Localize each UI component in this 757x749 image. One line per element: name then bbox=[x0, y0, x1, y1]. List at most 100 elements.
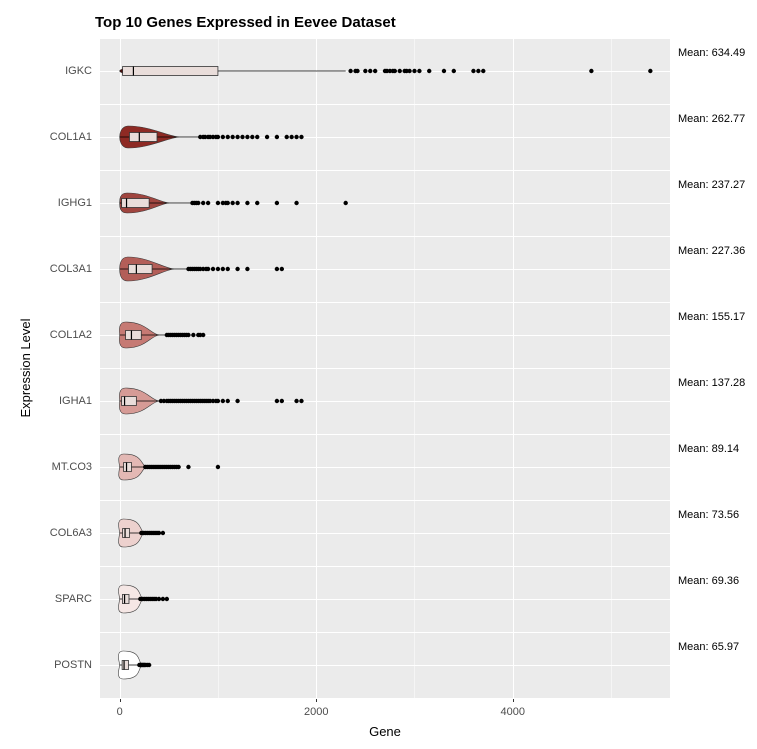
outlier-point bbox=[299, 399, 303, 403]
mean-annotation: Mean: 262.77 bbox=[678, 113, 745, 125]
violin-chart: Top 10 Genes Expressed in Eevee Dataset … bbox=[0, 0, 757, 749]
outlier-point bbox=[275, 201, 279, 205]
outlier-point bbox=[221, 399, 225, 403]
outlier-point bbox=[186, 333, 190, 337]
outlier-point bbox=[216, 267, 220, 271]
y-tick-label: COL1A2 bbox=[40, 329, 92, 341]
outlier-point bbox=[648, 69, 652, 73]
mean-annotation: Mean: 634.49 bbox=[678, 47, 745, 59]
gene-row bbox=[100, 104, 670, 170]
gene-row bbox=[100, 170, 670, 236]
outlier-point bbox=[235, 399, 239, 403]
outlier-point bbox=[289, 135, 293, 139]
box bbox=[123, 529, 130, 538]
outlier-point bbox=[589, 69, 593, 73]
outlier-point bbox=[196, 201, 200, 205]
y-tick-label: IGHA1 bbox=[40, 395, 92, 407]
x-axis-title: Gene bbox=[369, 724, 401, 739]
mean-annotation: Mean: 69.36 bbox=[678, 575, 739, 587]
outlier-point bbox=[275, 399, 279, 403]
box bbox=[122, 397, 137, 406]
outlier-point bbox=[265, 135, 269, 139]
outlier-point bbox=[255, 135, 259, 139]
outlier-point bbox=[157, 597, 161, 601]
outlier-point bbox=[275, 267, 279, 271]
box bbox=[122, 199, 150, 208]
y-tick-label: COL6A3 bbox=[40, 527, 92, 539]
box bbox=[126, 331, 142, 340]
outlier-point bbox=[211, 267, 215, 271]
outlier-point bbox=[427, 69, 431, 73]
box bbox=[122, 595, 129, 604]
outlier-point bbox=[275, 135, 279, 139]
outlier-point bbox=[221, 135, 225, 139]
outlier-point bbox=[368, 69, 372, 73]
outlier-point bbox=[245, 135, 249, 139]
x-tick-label: 0 bbox=[117, 706, 123, 718]
outlier-point bbox=[452, 69, 456, 73]
gene-row bbox=[100, 434, 670, 500]
outlier-point bbox=[471, 69, 475, 73]
outlier-point bbox=[398, 69, 402, 73]
gene-row bbox=[100, 368, 670, 434]
box bbox=[129, 133, 157, 142]
outlier-point bbox=[201, 201, 205, 205]
outlier-point bbox=[216, 399, 220, 403]
outlier-point bbox=[280, 267, 284, 271]
y-tick-label: SPARC bbox=[40, 593, 92, 605]
gene-row bbox=[100, 566, 670, 632]
outlier-point bbox=[161, 597, 165, 601]
y-axis-title: Expression Level bbox=[18, 319, 33, 418]
outlier-point bbox=[226, 135, 230, 139]
outlier-point bbox=[373, 69, 377, 73]
plot-panel bbox=[100, 38, 670, 698]
outlier-point bbox=[216, 135, 220, 139]
outlier-point bbox=[412, 69, 416, 73]
box bbox=[124, 463, 132, 472]
mean-annotation: Mean: 65.97 bbox=[678, 641, 739, 653]
outlier-point bbox=[157, 531, 161, 535]
outlier-point bbox=[165, 597, 169, 601]
gene-row bbox=[100, 302, 670, 368]
outlier-point bbox=[280, 399, 284, 403]
outlier-point bbox=[393, 69, 397, 73]
outlier-point bbox=[240, 135, 244, 139]
x-tick-label: 2000 bbox=[304, 706, 328, 718]
mean-annotation: Mean: 227.36 bbox=[678, 245, 745, 257]
outlier-point bbox=[250, 135, 254, 139]
gene-row bbox=[100, 38, 670, 104]
outlier-point bbox=[294, 135, 298, 139]
outlier-point bbox=[294, 399, 298, 403]
gene-row bbox=[100, 236, 670, 302]
outlier-point bbox=[216, 465, 220, 469]
outlier-point bbox=[206, 201, 210, 205]
outlier-point bbox=[417, 69, 421, 73]
y-tick-label: MT.CO3 bbox=[40, 461, 92, 473]
outlier-point bbox=[221, 267, 225, 271]
outlier-point bbox=[294, 201, 298, 205]
outlier-point bbox=[147, 663, 151, 667]
mean-annotation: Mean: 89.14 bbox=[678, 443, 739, 455]
y-tick-label: COL3A1 bbox=[40, 263, 92, 275]
y-tick-label: IGHG1 bbox=[40, 197, 92, 209]
outlier-point bbox=[235, 201, 239, 205]
outlier-point bbox=[226, 201, 230, 205]
outlier-point bbox=[348, 69, 352, 73]
outlier-point bbox=[230, 201, 234, 205]
y-tick-label: POSTN bbox=[40, 659, 92, 671]
outlier-point bbox=[226, 399, 230, 403]
outlier-point bbox=[481, 69, 485, 73]
box bbox=[122, 661, 128, 670]
mean-annotation: Mean: 237.27 bbox=[678, 179, 745, 191]
outlier-point bbox=[206, 267, 210, 271]
outlier-point bbox=[442, 69, 446, 73]
box bbox=[123, 67, 218, 76]
outlier-point bbox=[235, 135, 239, 139]
outlier-point bbox=[216, 201, 220, 205]
outlier-point bbox=[226, 267, 230, 271]
mean-annotation: Mean: 155.17 bbox=[678, 311, 745, 323]
outlier-point bbox=[476, 69, 480, 73]
outlier-point bbox=[161, 531, 165, 535]
outlier-point bbox=[186, 465, 190, 469]
gene-row bbox=[100, 632, 670, 698]
